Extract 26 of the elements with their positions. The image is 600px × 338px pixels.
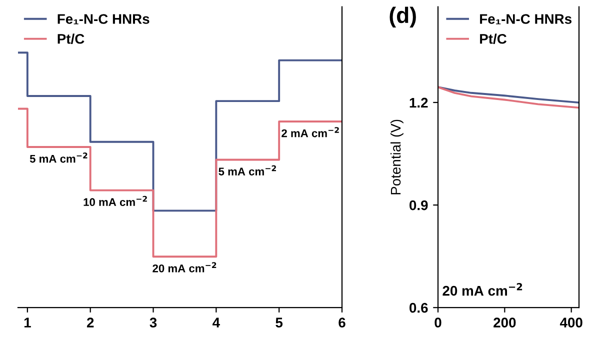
- x-tick-label: 400: [560, 318, 582, 328]
- x-tick-label: 6: [338, 318, 346, 328]
- x-tick-label: 0: [434, 318, 442, 328]
- annotation: 20 mA cm$^{−2}$: [442, 283, 522, 296]
- annotation: 20 mA cm$^{−2}$: [152, 262, 216, 272]
- annotation: 2 mA cm$^{−2}$: [282, 127, 339, 138]
- legend-label: Fe₁-N-C HNRs: [480, 14, 572, 24]
- legend-label: Pt/C: [480, 34, 507, 44]
- chart-title: (d): [390, 6, 416, 28]
- x-tick-label: 3: [150, 318, 157, 328]
- y-tick-label: 1.2: [410, 98, 428, 108]
- x-tick-label: 2: [86, 318, 94, 328]
- line-series: [438, 86, 579, 104]
- x-tick-label: 5: [276, 318, 283, 328]
- annotation: 10 mA cm$^{−2}$: [84, 196, 147, 206]
- x-tick-label: 200: [494, 318, 516, 328]
- annotation: 5 mA cm$^{−2}$: [30, 152, 88, 163]
- legend-label: Fe₁-N-C HNRs: [58, 14, 150, 24]
- line-series: [438, 86, 579, 109]
- legend-label: Pt/C: [58, 34, 84, 44]
- x-tick-label: 4: [212, 318, 220, 328]
- x-tick-label: 1: [24, 318, 31, 328]
- y-tick-label: 0.9: [410, 200, 428, 210]
- y-axis-title: Potential (V): [390, 120, 404, 194]
- y-tick-label: 0.6: [410, 302, 428, 313]
- annotation: 5 mA cm$^{−2}$: [218, 165, 276, 176]
